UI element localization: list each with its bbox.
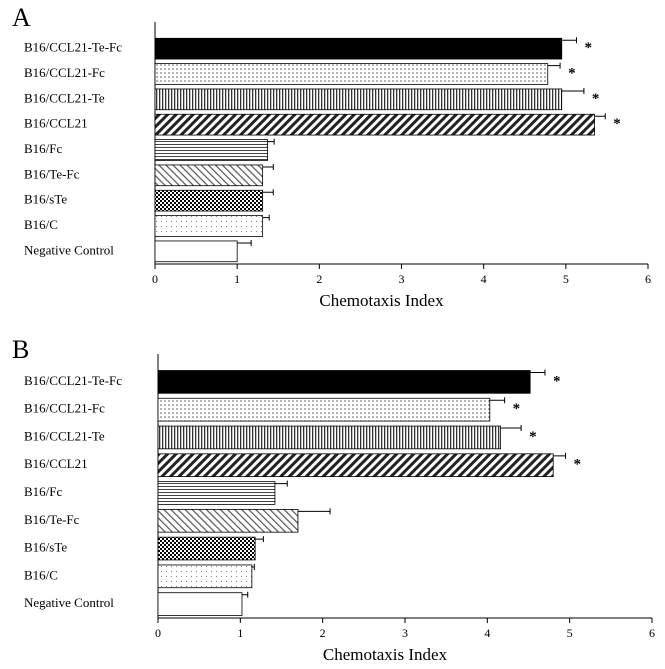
x-tick-label: 5 (563, 272, 569, 286)
significance-marker: * (574, 457, 582, 473)
x-tick-label: 0 (152, 272, 158, 286)
bar (154, 88, 563, 111)
significance-marker: * (592, 91, 600, 107)
error-bar (489, 397, 506, 404)
significance-marker: * (553, 373, 561, 389)
bar (157, 564, 253, 589)
category-label: B16/sTe (24, 192, 67, 207)
bar (157, 536, 256, 561)
error-bar (530, 369, 546, 376)
bar (154, 37, 563, 60)
error-bar (500, 425, 522, 432)
x-tick-label: 3 (399, 272, 405, 286)
category-label: B16/CCL21-Te (24, 428, 105, 443)
x-tick-label: 2 (316, 272, 322, 286)
error-bar (251, 563, 255, 570)
error-bar (267, 138, 275, 145)
error-bar (262, 189, 274, 196)
category-label: B16/CCL21 (24, 456, 88, 471)
panel-title: B (12, 335, 29, 364)
x-tick-label: 5 (567, 626, 573, 640)
category-label: B16/Te-Fc (24, 512, 80, 527)
error-bar (237, 239, 252, 246)
x-tick-label: 6 (645, 272, 651, 286)
error-bar (274, 480, 288, 487)
category-label: B16/CCL21-Fc (24, 401, 105, 416)
category-label: B16/C (24, 217, 58, 232)
error-bar (547, 62, 561, 69)
error-bar (241, 591, 249, 598)
bar (157, 370, 531, 394)
x-axis-label: Chemotaxis Index (323, 645, 448, 664)
bar (157, 481, 276, 505)
category-label: B16/sTe (24, 540, 67, 555)
significance-marker: * (529, 429, 537, 445)
bar (154, 164, 264, 187)
x-tick-label: 4 (484, 626, 490, 640)
error-bar (561, 87, 585, 94)
category-label: B16/CCL21-Te-Fc (24, 373, 122, 388)
panel-title: A (12, 3, 31, 32)
category-label: Negative Control (24, 242, 114, 257)
error-bar (594, 113, 606, 120)
category-label: B16/CCL21-Te-Fc (24, 40, 122, 55)
error-bar (553, 452, 567, 459)
category-label: B16/Te-Fc (24, 166, 80, 181)
significance-marker: * (568, 65, 576, 81)
bar (157, 508, 299, 533)
bar (154, 139, 268, 161)
significance-marker: * (513, 401, 521, 417)
bar (154, 240, 238, 263)
error-bar (262, 163, 274, 170)
category-label: Negative Control (24, 595, 114, 610)
bar (154, 189, 264, 212)
category-label: B16/CCL21-Te (24, 90, 105, 105)
error-bar (262, 214, 270, 221)
error-bar (561, 37, 578, 44)
category-label: B16/CCL21-Fc (24, 65, 105, 80)
bar (154, 113, 595, 136)
category-label: B16/Fc (24, 141, 63, 156)
x-tick-label: 1 (237, 626, 243, 640)
category-label: B16/C (24, 567, 58, 582)
category-label: B16/Fc (24, 484, 63, 499)
x-tick-label: 2 (320, 626, 326, 640)
x-tick-label: 6 (649, 626, 655, 640)
x-tick-label: 4 (481, 272, 487, 286)
bar (154, 63, 549, 85)
category-label: B16/CCL21 (24, 116, 88, 131)
x-tick-label: 0 (155, 626, 161, 640)
x-tick-label: 1 (234, 272, 240, 286)
significance-marker: * (585, 40, 593, 56)
significance-marker: * (613, 116, 621, 132)
x-tick-label: 3 (402, 626, 408, 640)
bar (157, 397, 491, 422)
bar (157, 592, 243, 616)
bar (157, 425, 501, 450)
bar (157, 453, 554, 478)
x-axis-label: Chemotaxis Index (319, 291, 444, 310)
error-bar (255, 536, 264, 543)
error-bar (297, 508, 331, 515)
bar (154, 215, 264, 237)
